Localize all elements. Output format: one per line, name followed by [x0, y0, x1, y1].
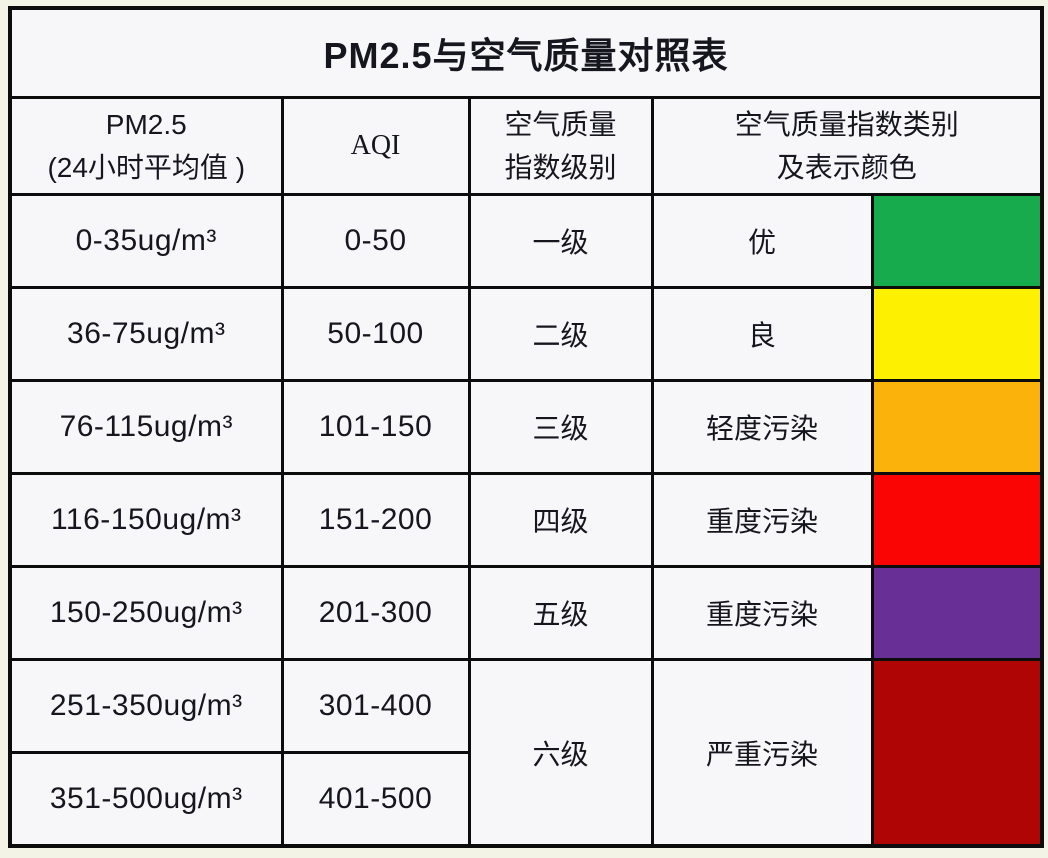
aqi-level-cell: 四级 — [467, 472, 654, 568]
aqi-level-cell: 五级 — [467, 565, 654, 661]
aqi-category-cell: 重度污染 — [650, 565, 874, 661]
table-title: PM2.5与空气质量对照表 — [8, 6, 1044, 99]
table-row: 76-115ug/m³ 101-150 三级 轻度污染 — [8, 379, 1044, 475]
category-header-line1: 空气质量指数类别 — [734, 108, 959, 140]
aqi-category-cell: 重度污染 — [650, 472, 874, 568]
aqi-level-header-line2: 指数级别 — [504, 152, 617, 183]
aqi-category-cell-merged: 严重污染 — [650, 658, 874, 848]
aqi-range-cell: 151-200 — [280, 472, 471, 568]
column-header-aqi-level: 空气质量 指数级别 — [467, 96, 654, 196]
table-row: 251-350ug/m³ 301-400 六级 严重污染 — [8, 658, 1044, 848]
table-row: 116-150ug/m³ 151-200 四级 重度污染 — [8, 472, 1044, 568]
aqi-category-cell: 优 — [650, 193, 874, 289]
pm25-range-cell: 36-75ug/m³ — [8, 286, 284, 382]
aqi-level-cell: 三级 — [467, 379, 654, 475]
table-row: 351-500ug/m³ 401-500 — [8, 751, 1042, 848]
header-row: PM2.5 (24小时平均值 ) AQI 空气质量 指数级别 空气质量指数类别 … — [8, 96, 1044, 196]
color-swatch-dark-red — [870, 658, 1044, 848]
table-row: 36-75ug/m³ 50-100 二级 良 — [8, 286, 1044, 382]
pm25-range-cell: 76-115ug/m³ — [8, 379, 284, 475]
pm25-range-cell: 150-250ug/m³ — [8, 565, 284, 661]
column-header-category-color: 空气质量指数类别 及表示颜色 — [650, 96, 1044, 196]
title-row: PM2.5与空气质量对照表 — [8, 6, 1044, 99]
color-swatch-yellow — [870, 286, 1044, 382]
table-row: 0-35ug/m³ 0-50 一级 优 — [8, 193, 1044, 289]
color-swatch-green — [870, 193, 1044, 289]
pm25-range-cell: 0-35ug/m³ — [8, 193, 284, 289]
pm25-range-cell: 116-150ug/m³ — [8, 472, 284, 568]
aqi-level-cell: 二级 — [467, 286, 654, 382]
aqi-range-cell: 0-50 — [280, 193, 471, 289]
pm25-header-line2: (24小时平均值 ) — [47, 152, 246, 183]
aqi-category-cell: 良 — [650, 286, 874, 382]
aqi-level-cell: 一级 — [467, 193, 654, 289]
color-swatch-red — [870, 472, 1044, 568]
aqi-level-cell-merged: 六级 — [467, 658, 654, 848]
aqi-level-header-line1: 空气质量 — [504, 108, 617, 140]
aqi-range-cell: 101-150 — [280, 379, 471, 475]
color-swatch-orange — [870, 379, 1044, 475]
aqi-range-cell: 50-100 — [280, 286, 471, 382]
category-header-line2: 及表示颜色 — [776, 152, 917, 183]
column-header-pm25: PM2.5 (24小时平均值 ) — [8, 96, 284, 196]
aqi-range-cell: 401-500 — [280, 751, 471, 848]
pm25-header-line1: PM2.5 — [105, 108, 187, 140]
aqi-range-cell: 201-300 — [280, 565, 471, 661]
pm25-range-cell: 351-500ug/m³ — [8, 751, 284, 848]
table-row: 150-250ug/m³ 201-300 五级 重度污染 — [8, 565, 1044, 661]
aqi-category-cell: 轻度污染 — [650, 379, 874, 475]
pm25-range-cell: 251-350ug/m³ — [8, 658, 284, 754]
aqi-range-cell: 301-400 — [280, 658, 471, 754]
pm25-aqi-table: PM2.5与空气质量对照表 PM2.5 (24小时平均值 ) AQI 空气质量 … — [8, 6, 1045, 848]
color-swatch-purple — [870, 565, 1044, 661]
column-header-aqi: AQI — [280, 96, 471, 196]
